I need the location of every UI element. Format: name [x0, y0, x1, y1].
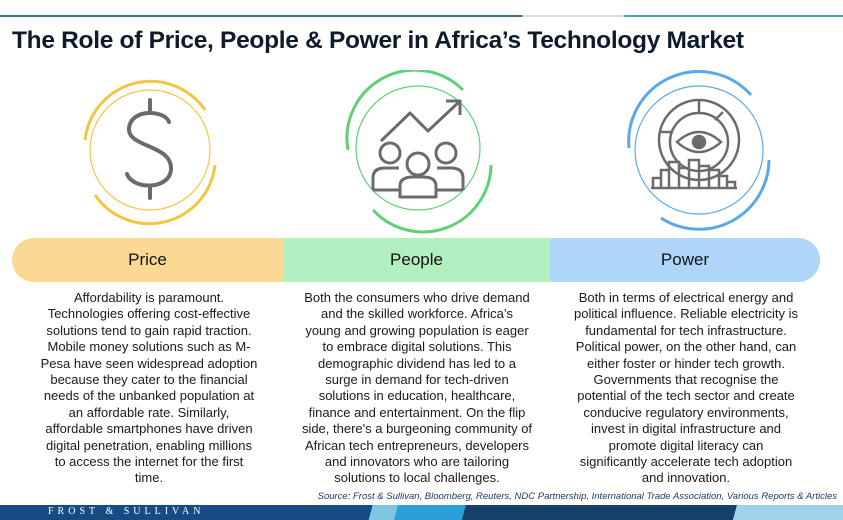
description-line: demographic dividend has led to a [317, 355, 517, 371]
description-line: Both in terms of electrical energy and [578, 290, 794, 305]
description-line: Pesa have seen widespread adoption [40, 355, 258, 371]
pillar-bar: Price People Power [12, 238, 820, 282]
description-line: Governments that recognise the [593, 372, 779, 388]
description-line: to access the internet for the first [54, 454, 244, 470]
description-line: and innovators who are tailoring [324, 454, 510, 470]
description-line: Political power, on the other hand, can [575, 339, 797, 355]
description-line: affordable smartphones have driven [45, 421, 253, 437]
description-line: surge in demand for tech-driven [325, 372, 509, 388]
description-line: to embrace digital solutions. This [322, 339, 512, 355]
description-line: significantly accelerate tech adoption [579, 454, 793, 470]
description-line: conducive regulatory environments, [583, 404, 789, 420]
description-line: either foster or hinder tech growth. [587, 355, 785, 371]
page-title: The Role of Price, People & Power in Afr… [12, 27, 744, 54]
description-line: an affordable rate. Similarly, [68, 404, 230, 420]
description-line: solutions in education, healthcare, [318, 388, 516, 404]
description-line: finance and entertainment. On the flip [308, 404, 526, 420]
description-line: Affordability is paramount. [73, 290, 225, 305]
pillar-power-label: Power [550, 238, 820, 282]
pillar-price-label: Price [12, 238, 283, 282]
top-divider [0, 15, 843, 17]
description-line: Technologies offering cost-effective [47, 306, 251, 322]
brand-logo: FROST & SULLIVAN [48, 506, 205, 517]
description-line: and the skilled workforce. Africa’s [321, 306, 513, 322]
description-line: digital penetration, enabling millions [46, 437, 252, 453]
people-growth-icon [345, 70, 493, 234]
description-line: Mobile money solutions such as M- [47, 339, 251, 355]
eye-analytics-icon [627, 70, 771, 231]
description-line: promote digital literacy can [608, 437, 764, 453]
description-line: young and growing population is eager [305, 322, 529, 338]
description-line: Both the consumers who drive demand [304, 290, 530, 305]
description-line: African tech entrepreneurs, developers [304, 437, 529, 453]
dollar-sign-icon [83, 79, 217, 226]
description-line: solutions to local challenges. [334, 470, 500, 486]
description-line: solutions tend to gain rapid traction. [46, 322, 252, 338]
description-line: time. [134, 470, 164, 486]
description-line: needs of the unbanked population at [43, 388, 255, 404]
description-line: potential of the tech sector and create [577, 388, 795, 404]
people-description: Both the consumers who drive demand and t… [284, 290, 550, 487]
description-line: political influence. Reliable electricit… [574, 306, 798, 322]
pillar-people-label: People [283, 238, 550, 282]
description-line: fundamental for tech infrastructure. [585, 322, 787, 338]
price-description: Affordability is paramount. Technologies … [14, 290, 284, 487]
footer-band: FROST & SULLIVAN [0, 505, 843, 520]
description-line: and innovation. [641, 470, 731, 486]
source-note: Source: Frost & Sullivan, Bloomberg, Reu… [317, 491, 837, 502]
description-line: invest in digital infrastructure and [590, 421, 782, 437]
description-line: because they cater to the financial [50, 372, 248, 388]
power-description: Both in terms of electrical energy and po… [552, 290, 820, 487]
description-line: side, there's a burgeoning community of [301, 421, 533, 437]
